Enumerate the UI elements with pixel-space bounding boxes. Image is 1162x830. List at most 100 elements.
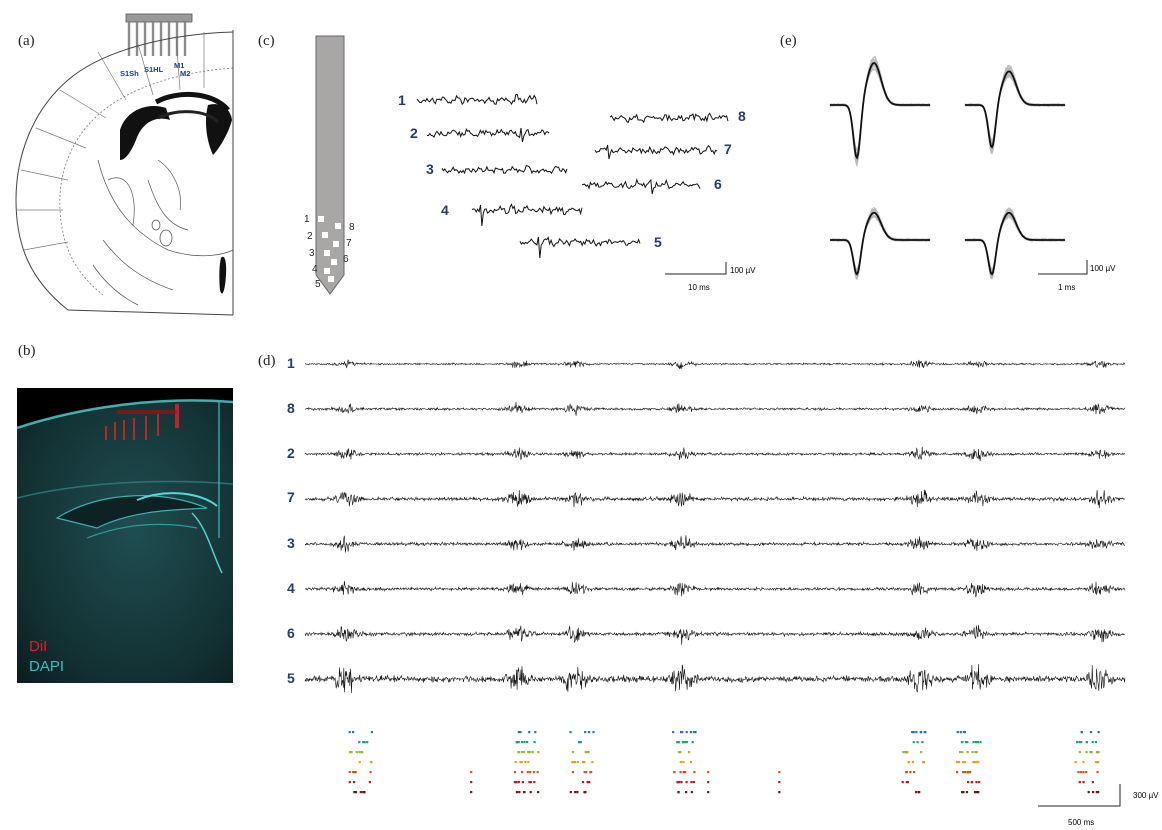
raster-spike xyxy=(1087,791,1090,794)
raster-spike xyxy=(958,761,961,764)
raster-spike xyxy=(916,741,919,744)
panel-d-raster xyxy=(348,731,1100,794)
waveform-overlay xyxy=(829,215,931,271)
raster-spike xyxy=(528,781,531,784)
raster-spike xyxy=(358,741,361,744)
raster-spike xyxy=(521,751,524,754)
raster-spike xyxy=(586,781,589,784)
raster-spike xyxy=(576,791,579,794)
raster-spike xyxy=(1095,791,1098,794)
raster-spike xyxy=(1095,751,1099,754)
raster-spike xyxy=(359,791,362,794)
raster-spike xyxy=(1076,741,1079,744)
raster-spike xyxy=(1078,781,1081,784)
channel-label-8: 8 xyxy=(287,400,295,416)
raster-spike xyxy=(921,741,924,744)
raster-spike xyxy=(571,771,574,774)
panel-d-scale-time: 500 ms xyxy=(1068,818,1095,827)
raster-spike xyxy=(518,751,521,754)
raster-spike xyxy=(527,751,530,754)
raster-spike xyxy=(470,771,473,774)
raster-spike xyxy=(1085,741,1088,744)
raster-spike xyxy=(470,791,473,794)
raster-spike xyxy=(1094,741,1097,744)
channel-trace xyxy=(304,446,1126,462)
raster-spike xyxy=(1082,761,1085,764)
raster-spike xyxy=(707,791,710,794)
raster-spike xyxy=(690,791,693,794)
raster-spike xyxy=(370,761,373,764)
panel-b-histology-image: DiI DAPI xyxy=(17,388,233,683)
waveform-overlay xyxy=(829,216,931,271)
raster-spike xyxy=(685,791,688,794)
raster-spike xyxy=(350,751,353,754)
region-label-m2: M2 xyxy=(180,69,190,78)
raster-spike xyxy=(913,771,916,774)
raster-spike xyxy=(956,731,959,734)
waveform-mean xyxy=(965,211,1065,276)
raster-spike xyxy=(678,751,681,754)
channel-label-7: 7 xyxy=(287,489,295,505)
channel-trace xyxy=(304,664,1126,694)
raster-spike xyxy=(905,771,908,774)
raster-spike xyxy=(920,751,923,754)
channel-label-2: 2 xyxy=(287,445,295,461)
raster-spike xyxy=(1082,771,1085,774)
raster-spike xyxy=(360,751,363,754)
raster-spike xyxy=(366,741,369,744)
waveform-mean xyxy=(965,70,1065,149)
raster-spike xyxy=(915,791,918,794)
raster-spike xyxy=(362,741,365,744)
probe-site-4: 4 xyxy=(312,264,318,275)
raster-spike xyxy=(959,731,962,734)
channel-trace xyxy=(304,489,1126,509)
raster-spike xyxy=(693,771,696,774)
raster-spike xyxy=(514,761,517,764)
probe-recording-sites xyxy=(318,216,341,282)
short-trace xyxy=(426,127,550,143)
raster-spike xyxy=(571,751,574,754)
raster-spike xyxy=(962,791,965,794)
raster-spike xyxy=(529,791,532,794)
probe-site-8: 8 xyxy=(349,222,355,233)
raster-spike xyxy=(529,771,532,774)
raster-spike xyxy=(974,741,977,744)
channel-trace xyxy=(304,535,1126,553)
raster-spike xyxy=(974,751,977,754)
panel-d-scale-amp: 300 µV xyxy=(1133,791,1159,800)
raster-spike xyxy=(370,731,373,734)
raster-spike xyxy=(584,751,587,754)
raster-spike xyxy=(526,771,529,774)
channel-label-4: 4 xyxy=(287,580,295,596)
raster-spike xyxy=(573,761,576,764)
short-trace xyxy=(441,164,568,175)
raster-spike xyxy=(581,761,585,764)
raster-spike xyxy=(584,791,587,794)
raster-spike xyxy=(689,731,692,734)
raster-spike xyxy=(905,781,908,784)
raster-spike xyxy=(778,771,781,774)
raster-spike xyxy=(685,741,688,744)
raster-spike xyxy=(517,781,520,784)
raster-spike xyxy=(1078,751,1081,754)
panel-e-scale-time: 1 ms xyxy=(1058,283,1076,292)
raster-spike xyxy=(1092,791,1095,794)
short-trace xyxy=(416,93,538,106)
panel-c-scale-time: 10 ms xyxy=(688,283,710,292)
raster-spike xyxy=(707,781,710,784)
probe-site-1: 1 xyxy=(304,214,310,225)
raster-spike xyxy=(362,791,365,794)
raster-spike xyxy=(537,751,540,754)
region-label-m1: M1 xyxy=(174,61,184,70)
probe-site-6: 6 xyxy=(343,254,349,265)
raster-spike xyxy=(526,741,529,744)
raster-spike xyxy=(964,741,968,744)
raster-spike xyxy=(678,781,681,784)
raster-spike xyxy=(524,761,527,764)
raster-spike xyxy=(685,731,688,734)
panel-e-label: (e) xyxy=(780,33,797,49)
raster-spike xyxy=(673,771,676,774)
raster-spike xyxy=(681,741,684,744)
raster-spike xyxy=(1097,751,1100,754)
probe-site-2: 2 xyxy=(307,231,313,242)
